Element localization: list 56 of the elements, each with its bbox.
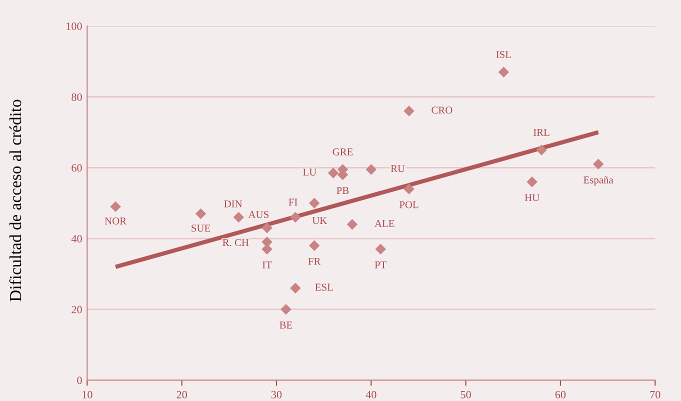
x-tick-label: 40 bbox=[366, 390, 376, 398]
y-axis-title: Dificultad de acceso al crédito bbox=[9, 100, 22, 302]
point bbox=[404, 106, 414, 116]
x-tick-label: 60 bbox=[555, 390, 566, 398]
annotation: HU bbox=[524, 194, 540, 202]
annotation: España bbox=[584, 176, 614, 186]
y-tick-label: 0 bbox=[77, 376, 82, 384]
y-tick-label: 80 bbox=[72, 93, 82, 101]
annotation: R. CH bbox=[222, 239, 249, 246]
annotation: LU bbox=[303, 168, 316, 176]
point bbox=[592, 158, 604, 170]
annotation: ESL bbox=[315, 284, 333, 291]
annotation: ISL bbox=[496, 51, 511, 58]
annotation: GRE bbox=[332, 148, 353, 156]
annotation: POL bbox=[399, 201, 418, 208]
annotation: IT bbox=[262, 261, 272, 268]
annotation: AUS bbox=[248, 211, 268, 218]
y-tick-label: 40 bbox=[71, 234, 82, 242]
annotation: IRL bbox=[534, 129, 550, 136]
point bbox=[308, 240, 320, 251]
annotation: PB bbox=[336, 187, 349, 194]
annotation: UK bbox=[312, 217, 328, 224]
x-tick-label: 30 bbox=[271, 390, 282, 398]
point bbox=[328, 168, 339, 178]
annotation: NOR bbox=[104, 218, 127, 225]
y-tick-label: 60 bbox=[72, 164, 82, 172]
annotation: PT bbox=[374, 261, 387, 268]
point bbox=[308, 198, 320, 208]
annotation: FI bbox=[288, 198, 298, 206]
point bbox=[375, 244, 386, 255]
annotation: SUE bbox=[192, 224, 210, 232]
x-tick-label: 50 bbox=[460, 390, 471, 398]
x-tick-label: 20 bbox=[176, 390, 187, 398]
annotation: RU bbox=[390, 165, 405, 172]
annotation: FR bbox=[308, 258, 321, 265]
point bbox=[526, 176, 538, 188]
point bbox=[404, 184, 414, 194]
y-tick-label: 20 bbox=[72, 306, 82, 314]
x-tick-label: 70 bbox=[650, 390, 660, 398]
point bbox=[290, 212, 301, 223]
point bbox=[280, 304, 292, 315]
annotation: BE bbox=[280, 322, 292, 329]
point bbox=[290, 282, 301, 294]
y-tick-label: 100 bbox=[66, 22, 82, 30]
annotation: ALE bbox=[374, 220, 394, 227]
point bbox=[262, 222, 272, 234]
point bbox=[110, 201, 121, 212]
point bbox=[498, 66, 510, 78]
point bbox=[366, 164, 377, 175]
annotation: CRO bbox=[432, 106, 452, 114]
x-tick-label: 10 bbox=[82, 390, 92, 398]
point bbox=[195, 208, 206, 220]
point bbox=[536, 144, 547, 156]
annotation: DIN bbox=[224, 200, 242, 208]
point bbox=[233, 212, 244, 223]
point bbox=[346, 218, 358, 230]
